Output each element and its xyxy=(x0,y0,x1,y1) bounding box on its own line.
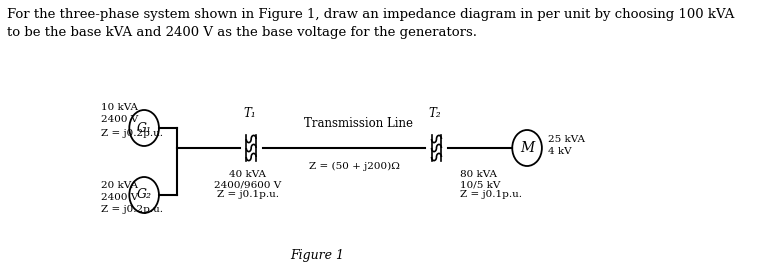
Text: 80 kVA: 80 kVA xyxy=(460,170,497,179)
Text: 2400/9600 V: 2400/9600 V xyxy=(214,180,281,189)
Text: Z = j0.2p.u.: Z = j0.2p.u. xyxy=(101,204,163,213)
Text: 25 kVA: 25 kVA xyxy=(547,136,584,144)
Text: G₁: G₁ xyxy=(136,121,152,135)
Text: T₂: T₂ xyxy=(429,107,441,120)
Text: 2400 V: 2400 V xyxy=(101,193,139,201)
Text: 20 kVA: 20 kVA xyxy=(101,181,138,190)
Text: Z = j0.1p.u.: Z = j0.1p.u. xyxy=(217,190,279,199)
Text: 2400 V: 2400 V xyxy=(101,116,139,124)
Text: Figure 1: Figure 1 xyxy=(290,249,344,262)
Text: 40 kVA: 40 kVA xyxy=(230,170,267,179)
Text: M: M xyxy=(520,141,534,155)
Text: T₁: T₁ xyxy=(243,107,256,120)
Text: Transmission Line: Transmission Line xyxy=(304,117,412,130)
Text: Z = j0.2p.u.: Z = j0.2p.u. xyxy=(101,129,163,138)
Text: Z = (50 + j200)Ω: Z = (50 + j200)Ω xyxy=(308,162,399,171)
Text: 10/5 kV: 10/5 kV xyxy=(460,180,500,189)
Text: Z = j0.1p.u.: Z = j0.1p.u. xyxy=(460,190,521,199)
Text: For the three-phase system shown in Figure 1, draw an impedance diagram in per u: For the three-phase system shown in Figu… xyxy=(7,8,734,39)
Text: 4 kV: 4 kV xyxy=(547,147,571,156)
Text: G₂: G₂ xyxy=(136,189,152,201)
Text: 10 kVA: 10 kVA xyxy=(101,104,138,113)
